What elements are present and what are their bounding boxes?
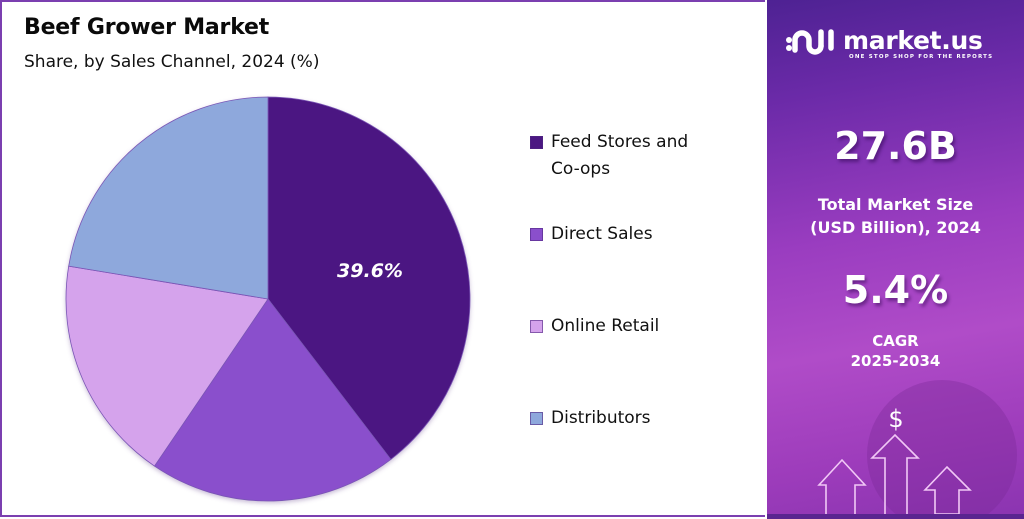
pie-slice-distributors [68,96,269,300]
pie-slice-direct-sales [153,298,392,502]
legend-item-online-retail: Online Retail [530,314,750,341]
legend-swatch [530,136,543,149]
legend-item-feed-stores: Feed Stores and Co-ops [530,130,750,184]
legend-label: Co-ops [551,159,611,179]
legend-label: Feed Stores and [551,132,689,152]
chart-title: Beef Grower Market [24,15,270,40]
legend-label: Distributors [551,408,651,428]
legend-swatch [530,228,543,241]
brand-name: market.us [843,26,983,55]
pie-slice-label: 39.6% [337,260,403,282]
legend-label: Direct Sales [551,224,653,244]
pie-slice-feed-stores [267,96,471,460]
growth-arrows-icon: $ [817,405,972,519]
legend-item-direct-sales: Direct Sales [530,222,750,249]
dollar-icon: $ [888,405,903,433]
legend-swatch [530,412,543,425]
legend-label: Online Retail [551,316,660,336]
cagr-value: 5.4% [842,268,949,312]
cagr-label-line1: CAGR [872,332,919,350]
brand-tagline: ONE STOP SHOP FOR THE REPORTS [849,54,994,60]
background-decoration [867,380,1017,519]
market-size-label-line2: (USD Billion), 2024 [810,218,981,237]
summary-panel: market.us ONE STOP SHOP FOR THE REPORTS … [767,0,1024,519]
cagr-label-line2: 2025-2034 [850,352,941,370]
brand-logo: market.us [785,26,983,56]
market-us-logo-icon [786,29,834,55]
pie-chart: 39.6% [65,96,471,502]
legend-item-distributors: Distributors [530,406,750,433]
market-size-label-line1: Total Market Size [817,195,974,214]
bottom-bar [767,514,1024,519]
market-size-value: 27.6B [834,124,957,168]
pie-slice-online-retail [65,265,269,467]
chart-subtitle: Share, by Sales Channel, 2024 (%) [24,52,320,72]
legend-swatch [530,320,543,333]
